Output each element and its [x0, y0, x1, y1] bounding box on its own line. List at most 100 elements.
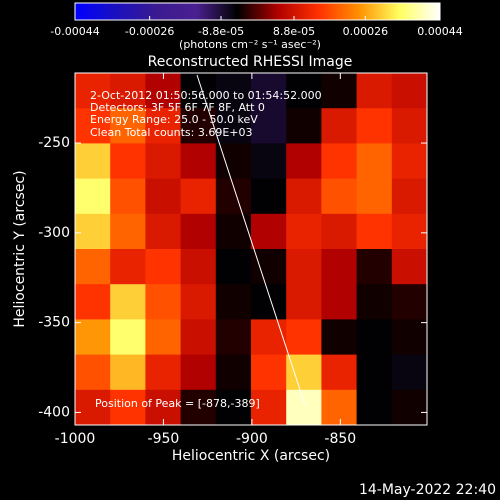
heatmap-cell: [321, 178, 358, 215]
heatmap-cell: [75, 143, 111, 180]
heatmap-cell: [391, 389, 428, 426]
heatmap-cell: [251, 284, 287, 320]
heatmap-cell: [180, 249, 217, 285]
heatmap-cell: [180, 108, 217, 144]
x-tick-label: -1000: [55, 431, 96, 447]
heatmap-cell: [75, 249, 111, 285]
heatmap-cell: [391, 108, 428, 144]
heatmap-cell: [145, 249, 182, 285]
heatmap-cell: [75, 319, 111, 356]
heatmap-cell: [180, 213, 217, 250]
colorbar-tick-label: -0.00026: [125, 25, 174, 38]
heatmap-cell: [145, 108, 182, 144]
heatmap-cell: [215, 389, 252, 426]
colorbar: [74, 2, 441, 21]
heatmap-cell: [356, 284, 393, 320]
heatmap-cell: [145, 354, 182, 391]
heatmap-cell: [251, 389, 287, 426]
heatmap-cell: [215, 213, 252, 250]
heatmap-cell: [251, 143, 287, 180]
heatmap-cell: [180, 143, 217, 180]
x-tick-label: -900: [236, 431, 268, 447]
heatmap-cell: [110, 354, 146, 391]
heatmap-cell: [145, 284, 182, 320]
heatmap-cell: [321, 108, 358, 144]
heatmap-cell: [356, 249, 393, 285]
heatmap-cell: [110, 213, 146, 250]
colorbar-tick-label: -0.00044: [50, 25, 99, 38]
heatmap-cell: [286, 73, 322, 109]
heatmap-cell: [215, 73, 252, 109]
heatmap-cell: [180, 354, 217, 391]
heatmap-cell: [321, 249, 358, 285]
heatmap-cell: [110, 284, 146, 320]
heatmap-cell: [251, 249, 287, 285]
heatmap-cell: [286, 143, 322, 180]
heatmap-cell: [356, 108, 393, 144]
timestamp: 14-May-2022 22:40: [359, 482, 496, 498]
heatmap-cell: [251, 354, 287, 391]
heatmap-cell: [391, 319, 428, 356]
heatmap-cell: [110, 249, 146, 285]
heatmap-cell: [356, 213, 393, 250]
heatmap-cell: [110, 319, 146, 356]
heatmap-cell: [321, 213, 358, 250]
heatmap-cell: [251, 213, 287, 250]
heatmap-cell: [75, 73, 111, 109]
heatmap-cell: [215, 354, 252, 391]
annotation: Clean Total counts: 3.69E+03: [90, 126, 253, 139]
heatmap-cell: [110, 108, 146, 144]
heatmap-cell: [321, 73, 358, 109]
heatmap-cell: [251, 108, 287, 144]
colorbar-tick-label: 0.00044: [417, 25, 463, 38]
x-tick-label: -950: [148, 431, 180, 447]
heatmap-cell: [75, 178, 111, 215]
heatmap-cell: [251, 319, 287, 356]
heatmap-cell: [110, 389, 146, 426]
heatmap-cell: [286, 389, 322, 426]
heatmap-cell: [391, 213, 428, 250]
heatmap-cell: [180, 178, 217, 215]
colorbar-label: (photons cm⁻² s⁻¹ asec⁻²): [179, 38, 321, 51]
heatmap-cell: [180, 389, 217, 426]
y-tick-label: -400: [38, 404, 70, 420]
heatmap-cell: [215, 319, 252, 356]
heatmap-cell: [356, 143, 393, 180]
heatmap-cell: [286, 354, 322, 391]
heatmap-cell: [321, 354, 358, 391]
heatmap-cell: [145, 319, 182, 356]
heatmap-cell: [391, 284, 428, 320]
heatmap-cell: [356, 354, 393, 391]
annotation: Detectors: 3F 5F 6F 7F 8F, Att 0: [90, 101, 265, 114]
y-tick-label: -300: [38, 225, 70, 241]
heatmap-cell: [391, 178, 428, 215]
plot-frame: [74, 72, 428, 426]
colorbar-tick-label: 8.8e-05: [273, 25, 315, 38]
heatmap-cell: [75, 354, 111, 391]
heatmap-cell: [391, 249, 428, 285]
heatmap-cell: [286, 249, 322, 285]
heatmap-cell: [75, 284, 111, 320]
heatmap-cell: [286, 178, 322, 215]
heatmap-cell: [356, 178, 393, 215]
heatmap-cell: [251, 178, 287, 215]
heatmap-cell: [145, 213, 182, 250]
heatmap-cell: [110, 143, 146, 180]
heatmap-cell: [215, 284, 252, 320]
heatmap-cell: [356, 73, 393, 109]
heatmap-cell: [145, 143, 182, 180]
heatmap-cell: [215, 178, 252, 215]
y-tick-label: -250: [38, 135, 70, 151]
annotation: Energy Range: 25.0 - 50.0 keV: [90, 113, 258, 126]
heatmap-cell: [145, 178, 182, 215]
heatmap-cell: [321, 389, 358, 426]
heatmap-cell: [286, 213, 322, 250]
heatmap-cell: [391, 354, 428, 391]
heatmap-cell: [75, 389, 111, 426]
heatmap-cell: [180, 284, 217, 320]
chart-title: Reconstructed RHESSI Image: [148, 54, 353, 70]
x-tick-label: -850: [324, 431, 356, 447]
heatmap-cell: [180, 319, 217, 356]
heatmap-cell: [75, 108, 111, 144]
